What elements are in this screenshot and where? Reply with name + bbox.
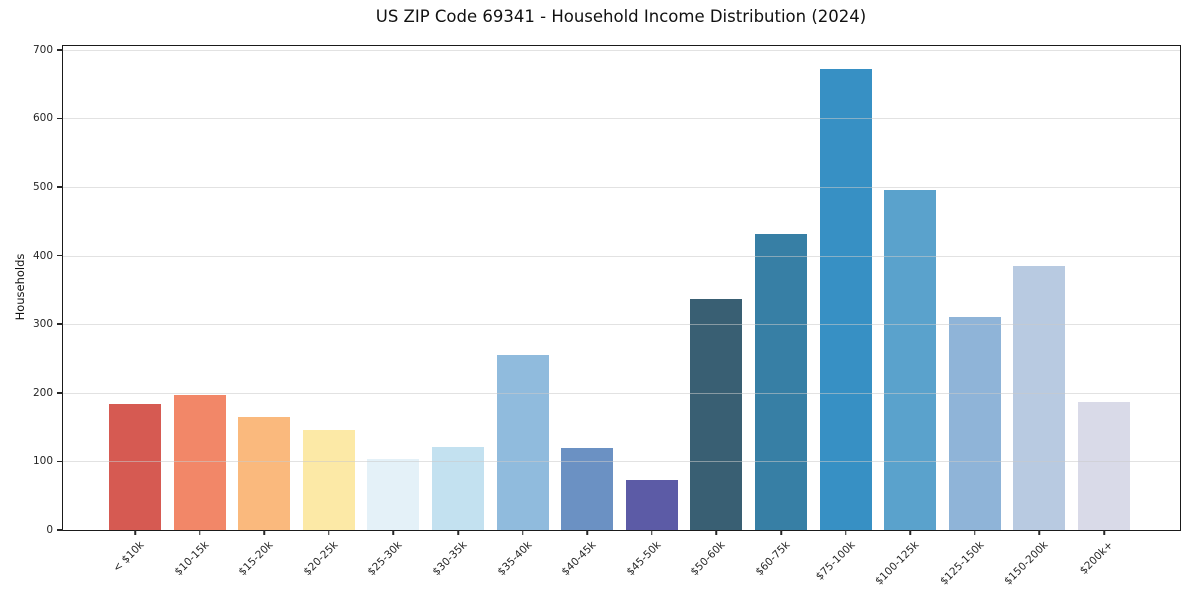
gridline [63, 187, 1180, 189]
bar-$20-25k [302, 429, 355, 530]
gridline [63, 461, 1180, 463]
y-tick [57, 460, 63, 463]
y-tick [57, 117, 63, 120]
y-tick-label: 400 [32, 249, 53, 262]
x-tick-label: $60-75k [753, 539, 793, 579]
chart-title: US ZIP Code 69341 - Household Income Dis… [375, 7, 867, 26]
x-tick [1103, 530, 1105, 535]
x-tick-label: $20-25k [301, 539, 341, 579]
gridline [63, 392, 1180, 394]
y-tick-label: 0 [46, 524, 53, 536]
gridline [63, 49, 1180, 51]
gridline [63, 255, 1180, 257]
x-tick [844, 530, 847, 535]
x-tick-label: $200k+ [1077, 539, 1116, 577]
x-tick-label: $35-40k [494, 539, 535, 579]
gridline [63, 118, 1180, 120]
y-tick-label: 600 [32, 112, 53, 125]
bar-$25-30k [367, 459, 420, 530]
x-tick [1038, 530, 1041, 535]
bar-$150-200k [1013, 265, 1066, 530]
x-tick-label: < $10k [110, 539, 147, 575]
y-tick [57, 49, 63, 51]
y-tick [57, 392, 63, 394]
x-tick [134, 530, 136, 535]
x-tick-label: $150-200k [1002, 539, 1051, 588]
bar-$10-15k [173, 394, 226, 530]
bar-< $10k [109, 403, 161, 530]
bar-$200k+ [1078, 402, 1130, 530]
gridline [63, 324, 1180, 326]
x-tick-label: $15-20k [236, 539, 276, 579]
y-tick [57, 323, 63, 325]
plot-area: < $10k $10-15k $15-20k $20-25k $25-30k $30-35… [33, 44, 1181, 588]
x-tick-label: $25-30k [365, 539, 405, 579]
y-tick-label: 700 [32, 43, 53, 56]
x-tick-label: $75-100k [813, 539, 858, 583]
bar-$35-40k [496, 355, 549, 530]
x-tick [586, 530, 588, 535]
x-tick-label: $100-125k [873, 539, 922, 588]
x-tick [780, 530, 782, 535]
bar-$60-75k [755, 233, 807, 530]
y-tick [57, 254, 63, 257]
bar-$75-100k [819, 69, 872, 530]
x-tick-label: $30-35k [430, 539, 470, 579]
x-tick-label: $45-50k [624, 539, 664, 579]
bar-$45-50k [625, 479, 678, 530]
bar-$125-150k [948, 317, 1001, 530]
x-tick-label: $125-150k [937, 539, 987, 588]
y-tick [57, 186, 63, 188]
x-tick [521, 530, 524, 535]
x-tick-label: $50-60k [688, 539, 728, 579]
y-tick-label: 300 [32, 318, 53, 331]
y-axis-label: Households [13, 253, 27, 321]
bar-$100-125k [884, 190, 937, 530]
y-tick-label: 200 [32, 386, 53, 399]
x-tick [457, 530, 459, 535]
x-tick [909, 530, 911, 535]
x-tick [715, 530, 718, 535]
x-tick [198, 530, 201, 535]
x-tick [263, 530, 265, 535]
x-tick [328, 530, 330, 535]
y-tick-label: 100 [32, 455, 53, 468]
x-tick [392, 530, 395, 535]
y-tick [57, 529, 63, 531]
bar-$15-20k [238, 416, 291, 530]
y-tick-label: 500 [32, 181, 53, 194]
bar-$30-35k [432, 447, 484, 530]
x-tick-label: $40-45k [559, 539, 599, 579]
x-tick-label: $10-15k [171, 539, 212, 579]
bar-$50-60k [690, 298, 743, 530]
x-tick [651, 530, 653, 535]
x-tick [974, 530, 976, 535]
